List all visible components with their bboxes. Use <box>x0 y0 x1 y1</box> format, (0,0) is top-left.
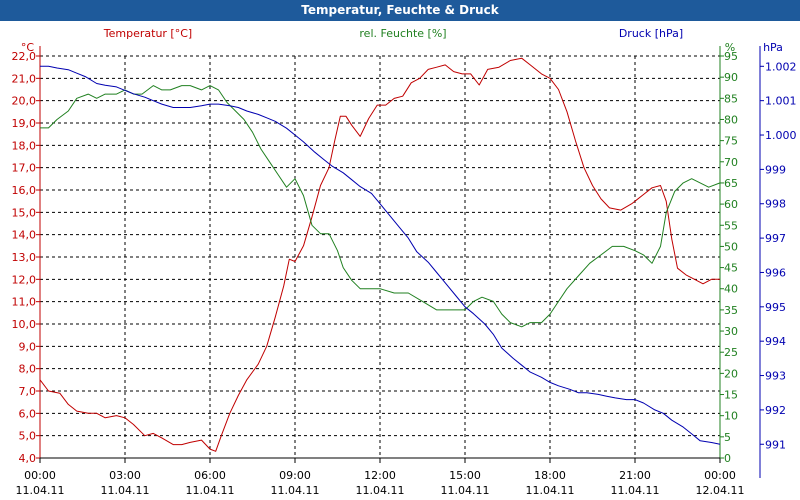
hum-tick-label: 75 <box>724 135 738 148</box>
hum-tick-label: 55 <box>724 219 738 232</box>
temp-tick-label: 6,0 <box>19 407 37 420</box>
press-tick-label: 1.002 <box>765 60 797 73</box>
press-tick-label: 1.001 <box>765 95 797 108</box>
x-tick-time: 18:00 <box>534 469 566 482</box>
temp-tick-label: 22,0 <box>12 50 37 63</box>
hum-tick-label: 80 <box>724 113 738 126</box>
hum-tick-label: 50 <box>724 240 738 253</box>
temperature-line <box>39 57 720 452</box>
x-tick-time: 00:00 <box>24 469 56 482</box>
press-tick-label: 994 <box>765 335 786 348</box>
hum-tick-label: 90 <box>724 71 738 84</box>
axis-labels: Temperatur [°C] rel. Feuchte [%] Druck [… <box>12 27 797 497</box>
press-axis-label: Druck [hPa] <box>619 27 683 40</box>
x-tick-time: 00:00 <box>704 469 736 482</box>
x-tick-date: 11.04.11 <box>16 484 65 497</box>
press-tick-label: 996 <box>765 266 786 279</box>
press-tick-label: 999 <box>765 163 786 176</box>
hum-tick-label: 85 <box>724 92 738 105</box>
press-tick-label: 993 <box>765 370 786 383</box>
temp-tick-label: 12,0 <box>12 273 37 286</box>
press-tick-label: 995 <box>765 301 786 314</box>
temp-tick-label: 7,0 <box>19 385 37 398</box>
temp-tick-label: 13,0 <box>12 251 37 264</box>
hum-tick-label: 65 <box>724 177 738 190</box>
temp-tick-label: 8,0 <box>19 363 37 376</box>
press-tick-label: 997 <box>765 232 786 245</box>
axes <box>36 46 764 478</box>
temp-tick-label: 11,0 <box>12 296 37 309</box>
x-tick-date: 12.04.11 <box>696 484 745 497</box>
temp-tick-label: 19,0 <box>12 117 37 130</box>
temp-tick-label: 5,0 <box>19 430 37 443</box>
hum-tick-label: 10 <box>724 410 738 423</box>
press-tick-label: 1.000 <box>765 129 797 142</box>
hum-unit: % <box>725 41 735 54</box>
press-unit: hPa <box>763 41 783 54</box>
x-tick-date: 11.04.11 <box>441 484 490 497</box>
press-tick-label: 991 <box>765 438 786 451</box>
hum-tick-label: 30 <box>724 325 738 338</box>
hum-tick-label: 95 <box>724 50 738 63</box>
temp-tick-label: 14,0 <box>12 229 37 242</box>
temp-tick-label: 15,0 <box>12 206 37 219</box>
x-tick-date: 11.04.11 <box>101 484 150 497</box>
x-tick-date: 11.04.11 <box>271 484 320 497</box>
x-tick-date: 11.04.11 <box>186 484 235 497</box>
temp-tick-label: 18,0 <box>12 139 37 152</box>
hum-tick-label: 45 <box>724 262 738 275</box>
x-tick-time: 15:00 <box>449 469 481 482</box>
x-tick-date: 11.04.11 <box>611 484 660 497</box>
x-tick-time: 09:00 <box>279 469 311 482</box>
x-tick-time: 03:00 <box>109 469 141 482</box>
series-group <box>39 57 721 452</box>
hum-tick-label: 40 <box>724 283 738 296</box>
grid <box>40 55 720 459</box>
hum-tick-label: 0 <box>724 452 731 465</box>
temp-unit: °C <box>21 41 35 54</box>
hum-axis-label: rel. Feuchte [%] <box>359 27 446 40</box>
press-tick-label: 998 <box>765 198 786 211</box>
x-tick-time: 12:00 <box>364 469 396 482</box>
temp-tick-label: 10,0 <box>12 318 37 331</box>
hum-tick-label: 70 <box>724 156 738 169</box>
hum-tick-label: 35 <box>724 304 738 317</box>
hum-tick-label: 25 <box>724 346 738 359</box>
hum-tick-label: 15 <box>724 389 738 402</box>
temp-tick-label: 21,0 <box>12 72 37 85</box>
hum-tick-label: 20 <box>724 367 738 380</box>
x-tick-date: 11.04.11 <box>356 484 405 497</box>
temp-tick-label: 9,0 <box>19 340 37 353</box>
x-tick-date: 11.04.11 <box>526 484 575 497</box>
chart-title: Temperatur, Feuchte & Druck <box>0 0 800 21</box>
humidity-line <box>40 85 721 328</box>
x-tick-time: 06:00 <box>194 469 226 482</box>
press-tick-label: 992 <box>765 404 786 417</box>
hum-tick-label: 60 <box>724 198 738 211</box>
chart-area: Temperatur [°C] rel. Feuchte [%] Druck [… <box>12 27 797 497</box>
hum-tick-label: 5 <box>724 431 731 444</box>
x-tick-time: 21:00 <box>619 469 651 482</box>
temp-tick-label: 20,0 <box>12 95 37 108</box>
temp-tick-label: 4,0 <box>19 452 37 465</box>
temp-tick-label: 16,0 <box>12 184 37 197</box>
temp-axis-label: Temperatur [°C] <box>103 27 192 40</box>
pressure-line <box>40 65 721 445</box>
temp-tick-label: 17,0 <box>12 162 37 175</box>
